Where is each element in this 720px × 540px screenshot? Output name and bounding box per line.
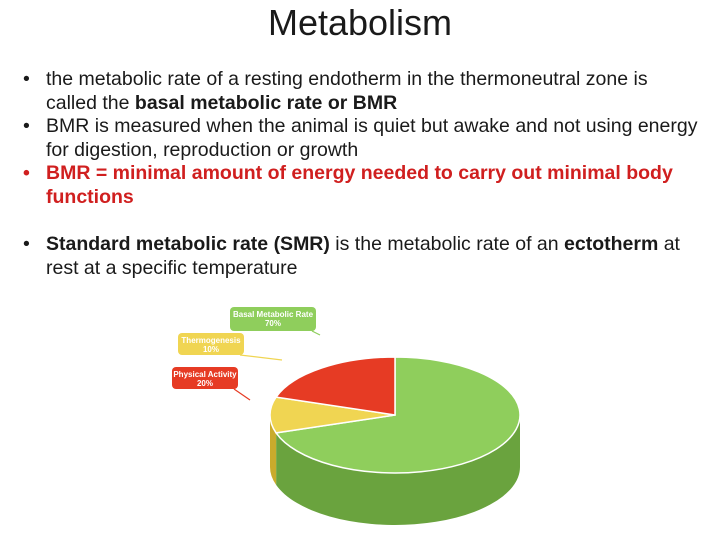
- pie-slice-2: [274, 356, 396, 416]
- slide-title: Metabolism: [267, 2, 453, 43]
- pie-value-1: 10%: [203, 345, 219, 354]
- bullet-bold: ectotherm: [564, 233, 659, 255]
- bullet-text: BMR = minimal amount of energy needed to…: [46, 162, 673, 208]
- bullet-text: BMR is measured when the animal is quiet…: [46, 115, 698, 161]
- bullet-bmr-definition: the metabolic rate of a resting endother…: [20, 68, 700, 115]
- bullet-smr-definition: Standard metabolic rate (SMR) is the met…: [20, 233, 700, 280]
- pie-leader-1: [239, 354, 283, 361]
- pie-label-0: Basal Metabolic Rate: [233, 310, 314, 319]
- bullet-bmr-equation: BMR = minimal amount of energy needed to…: [20, 162, 700, 209]
- pie-top: [269, 356, 521, 474]
- pie-tag-2: [172, 367, 238, 389]
- bullet-text: is the metabolic rate of an: [329, 233, 565, 255]
- bullet-bold: Standard metabolic rate (SMR): [46, 233, 330, 255]
- pie-label-1: Thermogenesis: [181, 336, 241, 345]
- pie-value-0: 70%: [265, 319, 281, 328]
- pie-slice-0: [274, 356, 521, 474]
- pie-value-2: 20%: [197, 379, 213, 388]
- pie-side-1: [270, 415, 277, 485]
- pie-tag-1: [178, 333, 244, 355]
- pie-leader-0: [311, 330, 321, 336]
- pie-side-0: [276, 415, 520, 525]
- bullet-list: the metabolic rate of a resting endother…: [20, 68, 700, 280]
- bullet-bold: basal metabolic rate or BMR: [134, 91, 398, 114]
- bullet-text: the metabolic rate of a resting endother…: [46, 68, 648, 114]
- pie-depth: [270, 415, 520, 525]
- pie-tag-0: [230, 307, 316, 331]
- bullet-text: at rest at a specific temperature: [46, 233, 680, 279]
- pie-leader-2: [233, 388, 251, 401]
- bullet-bmr-measurement: BMR is measured when the animal is quiet…: [20, 115, 700, 162]
- pie-label-2: Physical Activity: [173, 370, 237, 379]
